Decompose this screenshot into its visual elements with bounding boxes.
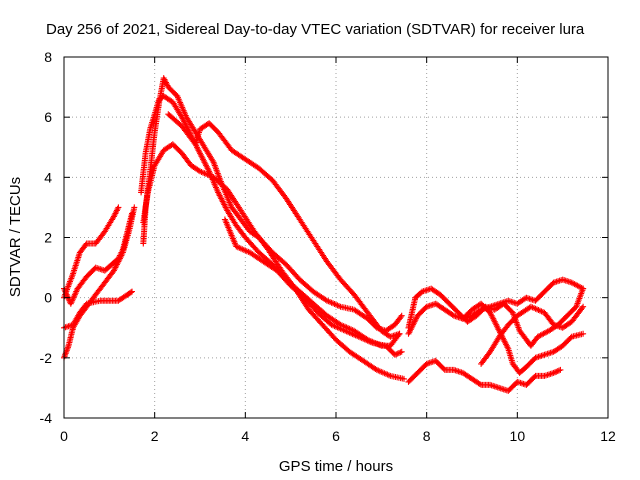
data-point xyxy=(557,366,564,373)
data-point xyxy=(580,303,587,310)
x-tick-label: 0 xyxy=(60,428,68,444)
x-tick-label: 10 xyxy=(510,428,526,444)
data-point xyxy=(129,288,135,295)
grid-lines xyxy=(64,57,608,418)
data-point xyxy=(580,285,587,292)
data-point xyxy=(393,351,400,358)
y-tick-labels: -4 -2 0 2 4 6 8 xyxy=(40,49,53,426)
data-point xyxy=(401,375,407,382)
data-point xyxy=(115,204,122,211)
data-point xyxy=(397,349,404,356)
data-point xyxy=(556,367,562,374)
series-track-4 xyxy=(61,210,135,307)
series-track-12 xyxy=(405,357,564,394)
y-tick-label: -2 xyxy=(40,350,53,366)
data-point xyxy=(398,312,405,319)
data-point xyxy=(397,314,404,320)
data-point xyxy=(440,365,447,372)
x-tick-label: 2 xyxy=(151,428,159,444)
series-track-11 xyxy=(405,300,587,376)
data-point xyxy=(476,381,483,387)
data-point xyxy=(127,289,134,296)
series-track-9 xyxy=(221,216,405,358)
y-axis-label: SDTVAR / TECUs xyxy=(7,177,24,297)
data-marks xyxy=(61,75,587,394)
data-point xyxy=(580,330,587,337)
data-point xyxy=(449,311,456,318)
data-point xyxy=(394,350,401,357)
x-axis-label: GPS time / hours xyxy=(279,458,393,475)
chart-title: Day 256 of 2021, Sidereal Day-to-day VTE… xyxy=(46,21,585,38)
x-tick-label: 12 xyxy=(600,428,616,444)
series-track-13 xyxy=(459,276,587,322)
x-tick-label: 8 xyxy=(423,428,431,444)
data-point xyxy=(579,305,585,312)
data-point xyxy=(129,210,135,217)
data-point xyxy=(476,307,483,314)
y-tick-label: 4 xyxy=(44,169,52,185)
series-track-8 xyxy=(165,111,403,340)
data-point xyxy=(396,330,403,337)
y-tick-label: 0 xyxy=(44,290,52,306)
data-point xyxy=(554,368,561,375)
x-tick-labels: 0 2 4 6 8 10 12 xyxy=(60,428,616,444)
x-tick-label: 4 xyxy=(241,428,249,444)
y-tick-label: 2 xyxy=(44,230,52,246)
x-tick-label: 6 xyxy=(332,428,340,444)
data-point xyxy=(550,369,557,376)
data-point xyxy=(553,368,560,375)
y-tick-label: 8 xyxy=(44,49,52,65)
data-point xyxy=(552,369,558,376)
series-track-3 xyxy=(61,288,135,331)
y-tick-label: -4 xyxy=(40,410,53,426)
data-point xyxy=(396,350,402,356)
data-point xyxy=(131,204,138,211)
data-point xyxy=(391,351,398,358)
axis-ticks xyxy=(63,56,609,419)
series-track-2 xyxy=(61,204,122,301)
y-tick-label: 6 xyxy=(44,109,52,125)
series-track-14 xyxy=(478,303,587,367)
data-point xyxy=(531,374,538,380)
data-point xyxy=(398,348,405,355)
